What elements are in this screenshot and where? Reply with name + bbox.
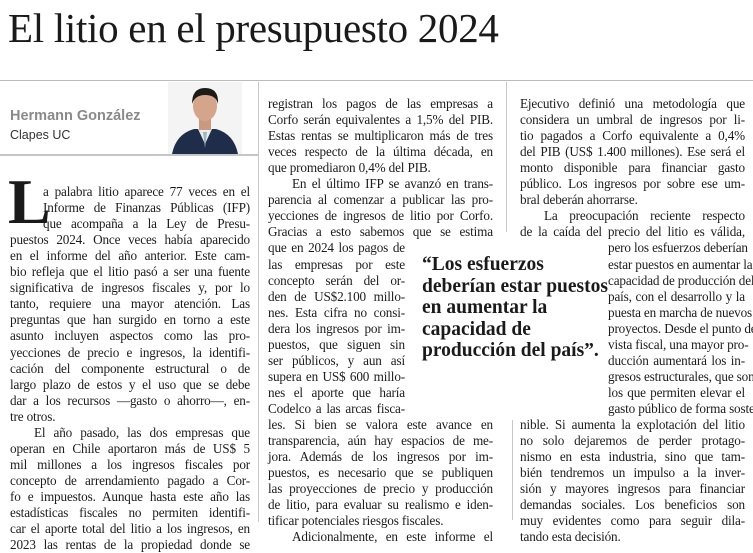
divider	[0, 154, 258, 156]
author-photo	[168, 82, 242, 154]
text-line: asunto incluyen aspectos como las pro-	[10, 328, 250, 344]
text-line: tre otros.	[10, 408, 56, 424]
text-line: vista fiscal, una mayor pro-	[608, 336, 749, 352]
text-line: mil millones a los ingresos fiscales por	[10, 456, 250, 472]
text-line: jora. Además de los ingresos por im-	[268, 449, 493, 465]
text-line: concepto de arrendamiento pagado a Cor-	[10, 472, 250, 488]
column-divider	[512, 420, 513, 520]
text-line: supera en US$ 600 millo-	[268, 368, 405, 384]
text-line: Adicionalmente, en este informe el	[292, 529, 493, 545]
text-line: veces respecto de la última década, en	[268, 144, 493, 160]
text-line: muy evidentes como para seguir dila-	[520, 513, 745, 529]
text-line: las proyecciones de precio y producción	[268, 481, 493, 497]
text-line: considera un umbral de ingresos por li-	[520, 112, 745, 128]
text-line: Corfo serán equivalentes a 1,5% del PIB.	[268, 112, 493, 128]
text-line: tando esta decisión.	[520, 529, 621, 545]
text-line: puesta en marcha de nuevos	[608, 304, 753, 320]
text-line: dera los ingresos por im-	[268, 320, 405, 336]
text-line: puestos, que siguen sin	[268, 336, 405, 352]
text-line: transparencia, aún hay espacios de me-	[268, 433, 493, 449]
text-line: estar puestos en aumentar la	[608, 256, 753, 272]
text-line: que acompaña a la Ley de Presu-	[43, 216, 250, 232]
text-line: puestos, es necesario que se publiquen	[268, 465, 493, 481]
text-line: gasto público de forma soste-	[608, 400, 753, 416]
text-line: nible. Si aumenta la explotación del lit…	[520, 417, 745, 432]
text-line: La preocupación reciente respecto	[544, 208, 745, 224]
text-line: Codelco a las arcas fisca-	[268, 400, 405, 416]
text-line: largo plazo de estos y el uso que se deb…	[10, 376, 250, 392]
column-divider	[506, 82, 507, 232]
text-line: ducción aumentará los in-	[608, 352, 745, 368]
text-line: de litio, para evaluar su realismo e ide…	[268, 497, 493, 513]
text-line: tio pagados a Corfo equivalente a 0,4%	[520, 128, 745, 144]
text-line: car el aporte total del litio a los ingr…	[10, 521, 250, 537]
text-line: tanto, requiere una mayor atención. Las	[10, 296, 250, 312]
text-line: país, con el desarrollo y la	[608, 288, 745, 304]
text-line: monto disponible para financiar gasto	[520, 160, 745, 176]
text-line: Informe de Finanzas Públicas (IFP)	[43, 200, 250, 216]
text-line: significativa de ingresos fiscales y, po…	[10, 280, 250, 296]
headline: El litio en el presupuesto 2024	[8, 5, 499, 51]
text-line: operan en Chile aportaron más de US$ 5	[10, 440, 250, 456]
text-line: pero los esfuerzos deberían	[608, 240, 748, 256]
text-line: nismo en esta industria, sino que tam-	[520, 449, 745, 465]
text-line: los que permiten elevar el	[608, 384, 745, 400]
text-line: las empresas por este	[268, 256, 405, 272]
text-line: a palabra litio aparece 77 veces en el	[43, 184, 250, 199]
text-line: demandas sociales. Los beneficios son	[520, 497, 745, 513]
drop-cap: L	[8, 166, 51, 237]
text-line: En el último IFP se avanzó en trans-	[292, 176, 493, 192]
text-line: El año pasado, las dos empresas que	[34, 424, 250, 440]
text-line: del PIB (US$ 1.400 millones). Ese será e…	[520, 144, 745, 160]
text-line: preguntas que han surgido en torno a est…	[10, 312, 250, 328]
text-line: dar a los recursos —gasto o ahorro—, en-	[10, 392, 250, 408]
text-line: proyectos. Desde el punto de	[608, 320, 753, 336]
text-line: puestos 2024. Once veces había aparecido	[10, 232, 250, 248]
text-line: Gracias a esto sabemos que se estima	[268, 224, 493, 240]
text-line: en el informe del año anterior. Este cam…	[10, 248, 250, 264]
text-line: Ejecutivo definió una metodología que	[520, 96, 745, 111]
text-line: de la caída del precio del litio es váli…	[520, 224, 745, 240]
text-line: 2023 las rentas de la propiedad donde se	[10, 537, 250, 553]
text-line: bién tendremos un impulso a la inver-	[520, 465, 745, 481]
text-line: parencia al comenzar a publicar las pro-	[268, 192, 493, 208]
text-line: que promediaron 0,4% del PIB.	[268, 160, 431, 176]
text-line: nes el aporte que haría	[268, 384, 405, 400]
author-name: Hermann González	[10, 108, 141, 124]
divider	[0, 80, 753, 81]
text-line: yecciones de precio e ingresos, la ident…	[10, 344, 250, 360]
text-line: les. Si bien se valora este avance en	[268, 417, 493, 432]
text-line: estadísticas fiscales no permiten identi…	[10, 505, 250, 520]
text-line: gresos estructurales, que son	[608, 368, 753, 384]
text-line: tificar potenciales riesgos fiscales.	[268, 513, 444, 529]
text-line: Estas rentas se multiplicaron más de tre…	[268, 128, 493, 144]
text-line: ser públicos, y aun así	[268, 352, 405, 368]
text-line: cación del componente estructural o de	[10, 360, 250, 376]
text-line: yecciones de ingresos de litio por Corfo…	[268, 208, 493, 224]
text-line: bio refleja que el litio pasó a ser una …	[10, 264, 250, 280]
text-line: nes. Esta cifra no consi-	[268, 304, 405, 320]
text-line: fo e impuestos. Aunque hasta este año la…	[10, 488, 250, 504]
text-line: den de US$2.100 millo-	[268, 288, 405, 304]
text-line: que en 2024 los pagos de	[268, 240, 405, 256]
text-line: registran los pagos de las empresas a	[268, 96, 493, 111]
text-line: capacidad de producción del	[608, 272, 753, 288]
author-affiliation: Clapes UC	[10, 128, 71, 142]
pull-quote: “Los esfuerzos deberían estar puestos en…	[422, 254, 608, 361]
text-line: público. Los ingresos por sobre ese um-	[520, 176, 745, 192]
column-divider	[258, 82, 259, 522]
text-line: concepto serán del or-	[268, 272, 405, 288]
text-line: no solo dejaremos de perder protago-	[520, 433, 745, 449]
text-line: bral deberán ahorrarse.	[520, 192, 638, 208]
text-line: sión y mayores ingresos para financiar	[520, 481, 745, 497]
